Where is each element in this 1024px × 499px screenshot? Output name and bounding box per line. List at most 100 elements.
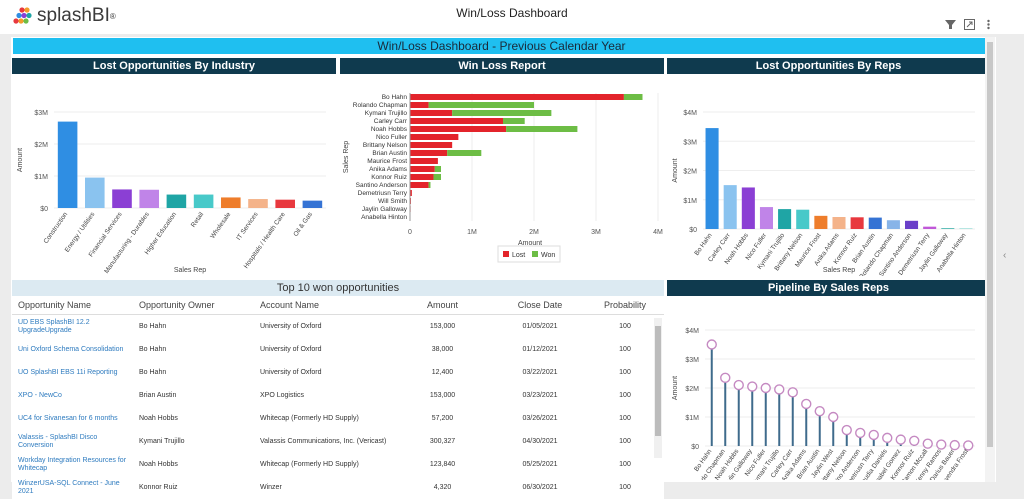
cell-owner: Brian Austin [133, 392, 254, 399]
cell-probability: 100 [595, 369, 655, 376]
bar [814, 216, 827, 229]
reps-panel-title: Lost Opportunities By Reps [667, 58, 990, 74]
bar [167, 195, 187, 208]
table-scroll-thumb[interactable] [655, 326, 661, 436]
cell-amount: 153,000 [400, 392, 485, 399]
bar [941, 228, 954, 229]
bar [303, 201, 323, 208]
col-opportunity-name[interactable]: Opportunity Name [12, 301, 133, 309]
legend-won-label: Won [541, 252, 555, 259]
lollipop-dot [748, 382, 757, 391]
cell-probability: 100 [595, 484, 655, 491]
y-tick-label: Will Smith [378, 198, 407, 205]
y-tick-label: Maurice Frost [367, 158, 407, 165]
lollipop-dot [869, 430, 878, 439]
cell-opportunity-name[interactable]: XPO - NewCo [12, 392, 133, 400]
bar [887, 220, 900, 229]
lollipop-dot [950, 441, 959, 450]
y-tick-label: Kymani Trujillo [365, 110, 408, 117]
cell-opportunity-name[interactable]: Valassis - SplashBI Disco Conversion [12, 434, 133, 450]
cell-account: XPO Logistics [254, 392, 400, 400]
lost-bar [410, 102, 429, 108]
lollipop-dot [707, 340, 716, 349]
x-tick-label: Wholesale [209, 211, 232, 240]
bar [796, 210, 809, 229]
lollipop-dot [775, 385, 784, 394]
table-header: Opportunity Name Opportunity Owner Accou… [12, 296, 664, 315]
cell-opportunity-name[interactable]: UO SplashBI EBS 11i Reporting [12, 369, 133, 377]
top-won-table-title: Top 10 won opportunities [12, 280, 664, 296]
cell-amount: 38,000 [400, 346, 485, 353]
lost-bar [410, 94, 624, 100]
cell-opportunity-name[interactable]: Workday Integration Resources for Whitec… [12, 457, 133, 473]
y-tick-label: Konnor Ruiz [371, 174, 407, 181]
lost-bar [410, 126, 506, 132]
bar [194, 195, 214, 208]
lollipop-dot [802, 399, 811, 408]
bar [923, 227, 936, 229]
cell-opportunity-name[interactable]: UD EBS SplashBI 12.2 UpgradeUpgrade [12, 319, 133, 335]
y-tick-label: $0 [691, 444, 699, 451]
won-bar [452, 110, 551, 116]
bar [58, 122, 78, 208]
bar [275, 200, 295, 208]
bar [248, 199, 268, 208]
cell-opportunity-name[interactable]: UC4 for Sivanesan for 6 months [12, 415, 133, 423]
cell-close-date: 01/12/2021 [485, 346, 595, 353]
col-probability[interactable]: Probability [595, 300, 655, 310]
x-tick-label: Santino Anderson [878, 232, 913, 276]
y-tick-label: Brian Austin [372, 150, 407, 157]
cell-close-date: 03/23/2021 [485, 392, 595, 399]
y-tick-label: Demetriusn Terry [358, 190, 408, 197]
lollipop-dot [937, 440, 946, 449]
winloss-panel-title: Win Loss Report [340, 58, 664, 74]
expand-icon[interactable] [964, 17, 975, 28]
col-account-name[interactable]: Account Name [254, 301, 400, 309]
y-axis-label: Sales Rep [343, 141, 350, 173]
y-tick-label: $2M [683, 169, 697, 176]
lollipop-dot [923, 439, 932, 448]
y-tick-label: Rolando Chapman [353, 102, 408, 109]
lost-bar [410, 118, 503, 124]
y-tick-label: Nico Fuller [376, 134, 408, 141]
table-row[interactable]: Workday Integration Resources for Whitec… [12, 453, 664, 476]
cell-amount: 4,320 [400, 484, 485, 491]
x-tick-label: 3M [591, 229, 601, 236]
cell-close-date: 03/26/2021 [485, 415, 595, 422]
bar [221, 197, 241, 208]
col-opportunity-owner[interactable]: Opportunity Owner [133, 300, 254, 310]
cell-amount: 12,400 [400, 369, 485, 376]
side-panel-chevron-icon[interactable]: ‹ [1003, 250, 1006, 261]
col-amount[interactable]: Amount [400, 300, 485, 310]
won-bar [429, 102, 534, 108]
filter-icon[interactable] [945, 17, 956, 28]
cell-owner: Kymani Trujillo [133, 438, 254, 445]
more-icon[interactable] [983, 17, 994, 28]
won-bar [435, 166, 441, 172]
x-axis-label: Sales Rep [174, 267, 206, 274]
lollipop-dot [815, 407, 824, 416]
cell-opportunity-name[interactable]: Uni Oxford Schema Consolidation [12, 346, 133, 354]
table-scrollbar[interactable] [654, 318, 662, 458]
page-scroll-thumb[interactable] [987, 42, 993, 447]
col-close-date[interactable]: Close Date [485, 300, 595, 310]
y-tick-label: $1M [683, 198, 697, 205]
won-bar [434, 174, 441, 180]
y-tick-label: Anabella Hinton [361, 214, 407, 221]
page-title: Win/Loss Dashboard [0, 6, 1024, 20]
page-scrollbar[interactable] [985, 37, 995, 482]
cell-opportunity-name[interactable]: WinzerUSA-SQL Connect - June 2021 [12, 480, 133, 496]
lollipop-dot [964, 441, 973, 450]
bar [85, 178, 105, 208]
